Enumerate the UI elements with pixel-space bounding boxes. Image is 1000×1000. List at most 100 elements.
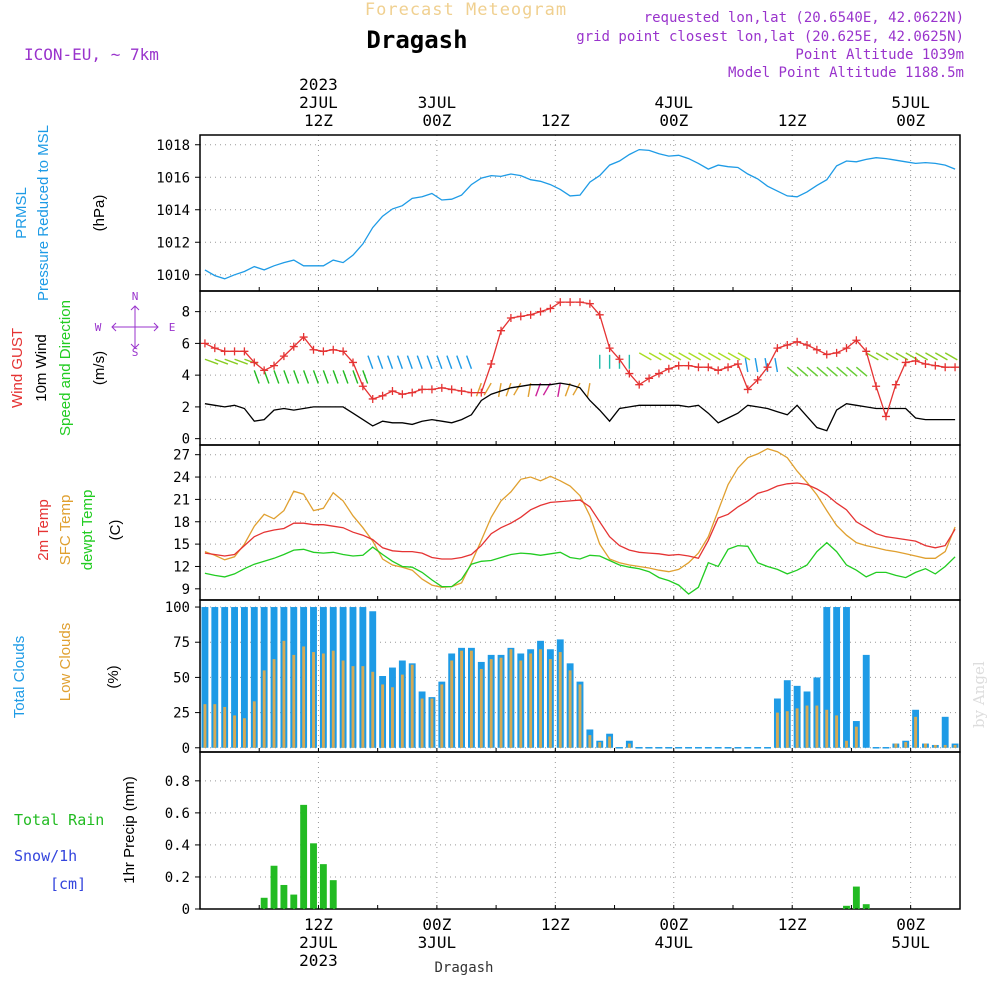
gust-marker [477,388,486,397]
gust-marker [615,355,624,364]
temp-label-unit: (C) [107,520,124,541]
gust-marker [506,313,515,322]
wind-direction-arrow [367,355,374,370]
wind-direction-arrow [737,352,751,361]
wind-direction-arrow [513,382,522,396]
rain-bar [319,864,327,909]
low-cloud-bar [312,652,315,748]
gust-marker [832,348,841,357]
wind-direction-arrow [786,366,799,377]
top-time-label: 12Z [778,111,807,130]
low-cloud-bar [568,670,572,748]
gust-marker [556,298,565,307]
wind-direction-arrow [855,366,868,377]
pressure-label-unit: (hPa) [91,195,108,232]
top-time-label: 5JUL [891,93,930,112]
top-time-label: 2023 [299,75,338,94]
wind-direction-arrow [342,370,349,384]
clouds-ytick-label: 0 [182,741,190,757]
low-cloud-bar [509,649,513,748]
wind-direction-arrow [406,355,413,370]
clouds-label-low: Low Clouds [57,623,74,701]
gust-line [204,301,956,419]
wind-direction-arrow [332,370,339,384]
gust-marker [487,360,496,369]
low-cloud-bar [252,701,256,748]
bottom-time-label: 00Z [422,915,451,934]
low-cloud-bar [213,704,217,748]
low-cloud-bar [321,653,325,748]
gust-marker [309,345,318,354]
footer-location: Dragash [434,960,493,976]
temperature-ytick-label: 21 [173,492,190,508]
wind-direction-arrow [312,370,319,384]
wind-direction-arrow [586,382,591,397]
bottom-time-label: 00Z [896,915,925,934]
wind-direction-arrow [483,382,492,396]
wind-direction-arrow [204,358,219,365]
precip-ytick-label: 0 [182,902,190,918]
rain-bar [280,884,288,909]
compass-icon: N S W E [95,290,176,359]
gust-marker [674,361,683,370]
gust-marker [724,363,733,372]
low-cloud-bar [835,715,839,748]
sfc-temp-line [204,448,956,588]
wind-direction-arrow [796,366,809,377]
low-cloud-bar [815,705,819,748]
wind-direction-arrow [915,352,929,361]
low-cloud-bar [558,652,562,748]
point-altitude: Point Altitude 1039m [795,47,964,63]
wind-direction-arrow [497,382,502,397]
gust-marker [299,333,308,342]
temp2m-line [204,482,956,560]
wind-direction-arrow [648,352,662,361]
precip-ytick-label: 0.6 [165,806,190,822]
wind-direction-arrow [658,352,672,361]
wind-direction-arrow [557,382,561,397]
gust-marker [822,350,831,359]
rain-bar [300,804,308,909]
chart-title: Forecast Meteogram [365,0,567,20]
low-cloud-bar [894,743,898,748]
total-cloud-bar [862,654,870,748]
compass-n: N [132,290,139,303]
gust-marker [714,366,723,375]
low-cloud-bar [785,711,789,748]
gust-marker [793,337,802,346]
low-cloud-bar [262,670,266,748]
gust-marker [812,345,821,354]
gust-marker [881,412,890,421]
wind-direction-arrow [234,358,248,365]
gust-marker [694,363,703,372]
requested-coords: requested lon,lat (20.6540E, 42.0622N) [644,10,964,26]
low-cloud-bar [627,743,631,748]
low-cloud-bar [845,740,848,748]
clouds-panel: 0 25 50 75 100 Total Clouds Low Clouds (%) [11,599,961,757]
wind-direction-arrow [322,370,329,384]
wind-direction-arrow [283,370,290,384]
wind-ytick-label: 8 [182,305,190,321]
legend-snow: Snow/1h [14,847,77,865]
wind-direction-arrow [416,355,423,370]
temperature-ytick-label: 15 [173,537,190,553]
bottom-time-label: 5JUL [891,933,930,952]
wind-direction-arrow [717,352,731,361]
wind-direction-arrow [638,352,652,361]
wind-direction-arrow [806,366,819,377]
wind-panel: 0 2 4 6 8 Wind GUST 10m Wind Speed and Directio… [9,290,961,448]
wind-ytick-label: 4 [182,368,190,384]
temperature-panel: 9 12 15 18 21 24 27 2m Temp SFC Temp dewpt Temp (C… [35,444,961,601]
low-cloud-bar [242,718,246,748]
gust-marker [260,366,269,375]
total-cloud-bar [823,607,831,748]
gust-marker [566,298,575,307]
clouds-ytick-label: 50 [173,670,190,686]
wind-direction-arrow [572,382,581,396]
wind-direction-arrow [436,355,443,370]
precip-ytick-label: 0.4 [165,838,190,854]
gust-marker [645,374,654,383]
top-time-label: 00Z [422,111,451,130]
